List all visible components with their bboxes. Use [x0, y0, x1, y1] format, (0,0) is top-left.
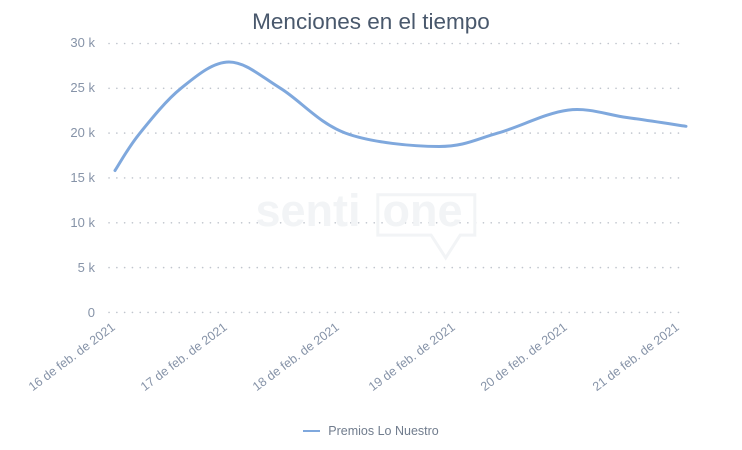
svg-text:senti: senti [256, 185, 361, 236]
svg-text:one: one [383, 185, 463, 236]
